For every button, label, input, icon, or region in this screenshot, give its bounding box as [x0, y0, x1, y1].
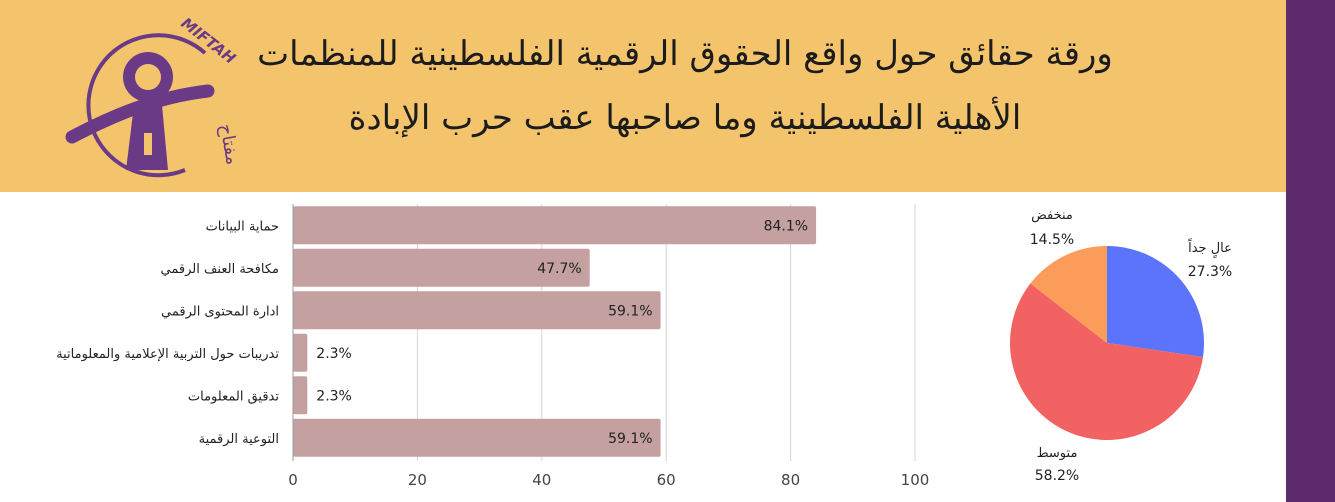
- category-label: تدريبات حول التربية الإعلامية والمعلومات…: [56, 347, 279, 362]
- category-label: ادارة المحتوى الرقمي: [161, 304, 279, 319]
- logo-body-slot: [144, 133, 152, 155]
- pie-value-label: 14.5%: [1030, 232, 1074, 248]
- logo-head-hole: [135, 64, 161, 90]
- bar-4: [293, 376, 308, 415]
- bar-5: [293, 418, 661, 457]
- pie-slice-1: [1009, 283, 1203, 441]
- category-label: حماية البيانات: [206, 219, 279, 234]
- x-tick-label: 80: [781, 471, 800, 489]
- side-strip: [1286, 0, 1335, 502]
- title-line-2: الأهلية الفلسطينية وما صاحبها عقب حرب ال…: [348, 98, 1022, 138]
- charts-panel: 0 20 40 60 80 100 حماية البيانات 84.1% مكافحة ال…: [56, 204, 1232, 489]
- pie-value-label: 58.2%: [1035, 468, 1079, 484]
- bar-1: [293, 248, 590, 287]
- pie-slice-2: [1030, 246, 1107, 343]
- x-tick-label: 60: [657, 471, 676, 489]
- pie-label: منخفض: [1031, 208, 1073, 223]
- bar-value-label: 2.3%: [316, 346, 352, 362]
- x-tick-label: 20: [408, 471, 427, 489]
- pie-slice-0: [1107, 246, 1205, 357]
- bar-value-label: 59.1%: [608, 431, 652, 447]
- x-tick-label: 0: [288, 471, 298, 489]
- x-tick-label: 100: [901, 471, 930, 489]
- x-tick-label: 40: [532, 471, 551, 489]
- bar-2: [293, 291, 661, 330]
- logo-text-arabic: مفتاح: [215, 122, 243, 166]
- bar-value-label: 47.7%: [537, 261, 581, 277]
- miftah-logo: MIFTAH مفتاح: [65, 14, 243, 178]
- pie-value-label: 27.3%: [1188, 264, 1232, 280]
- bar-value-label: 2.3%: [316, 388, 352, 404]
- category-label: مكافحة العنف الرقمي: [161, 262, 279, 277]
- pie-label: عالٍ جداً: [1188, 238, 1232, 259]
- page-title: ورقة حقائق حول واقع الحقوق الرقمية الفلس…: [250, 22, 1120, 150]
- bar-value-label: 59.1%: [608, 303, 652, 319]
- bar-value-label: 84.1%: [764, 218, 808, 234]
- header-banner: [0, 0, 1286, 192]
- bar-0: [293, 206, 817, 245]
- pie-label: متوسط: [1037, 446, 1078, 461]
- category-label: التوعية الرقمية: [199, 432, 279, 447]
- bar-3: [293, 333, 308, 372]
- category-label: تدقيق المعلومات: [188, 389, 279, 404]
- title-line-1: ورقة حقائق حول واقع الحقوق الرقمية الفلس…: [257, 34, 1113, 74]
- logo-ring: [86, 33, 207, 178]
- logo-arm-stroke: [65, 84, 215, 144]
